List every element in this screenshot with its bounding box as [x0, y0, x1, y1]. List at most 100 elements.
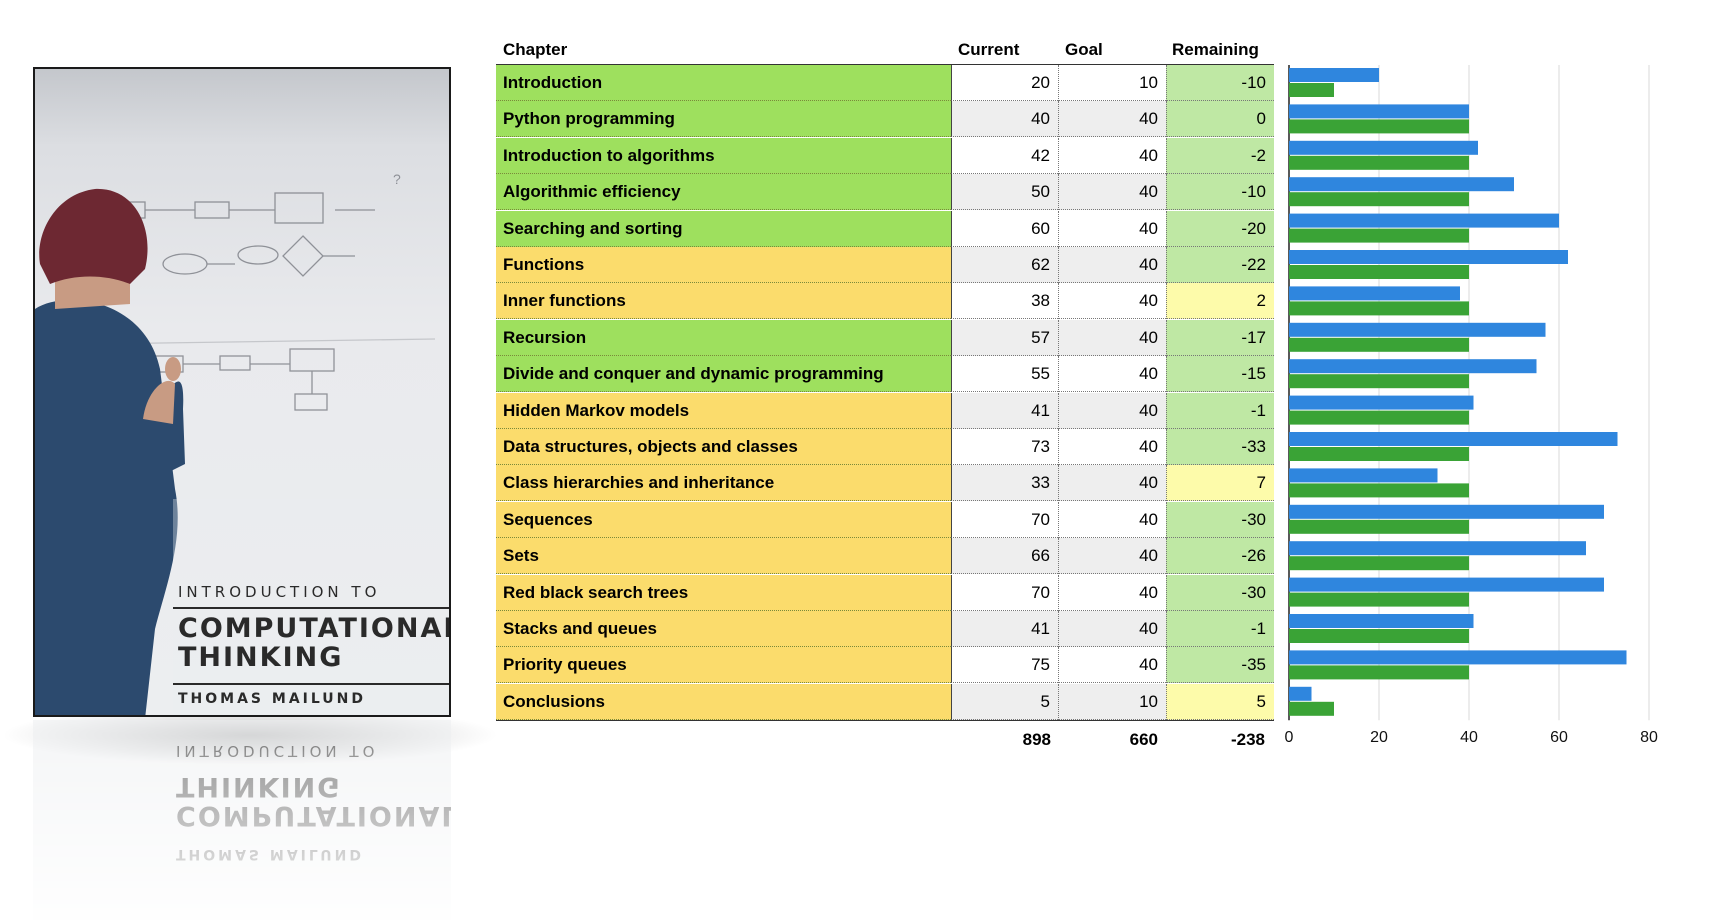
cover-title-line2: THINKING — [178, 642, 344, 673]
remaining-cell: 5 — [1166, 683, 1274, 720]
progress-bar-chart: 0 20 40 60 80 — [1285, 65, 1658, 746]
x-tick-label: 20 — [1370, 729, 1388, 746]
current-cell: 70 — [951, 501, 1058, 538]
cover-title-line1: COMPUTATIONAL — [178, 613, 451, 644]
current-cell: 20 — [951, 65, 1058, 101]
x-tick-label: 80 — [1640, 729, 1658, 746]
goal-cell: 40 — [1058, 283, 1166, 320]
remaining-cell: 0 — [1166, 101, 1274, 138]
chapter-cell: Conclusions — [496, 683, 951, 720]
table-row: Conclusions 5 10 5 — [496, 683, 1274, 720]
remaining-cell: -1 — [1166, 392, 1274, 429]
bar-goal — [1289, 337, 1469, 352]
bar-current — [1289, 286, 1460, 301]
table-row: Sequences 70 40 -30 — [496, 501, 1274, 538]
reflection-title: COMPUTATIONAL THINKING — [176, 771, 451, 831]
bar-current — [1289, 577, 1604, 592]
chapter-cell: Divide and conquer and dynamic programmi… — [496, 356, 951, 393]
goal-cell: 40 — [1058, 247, 1166, 283]
goal-cell: 40 — [1058, 210, 1166, 247]
remaining-cell: -35 — [1166, 647, 1274, 684]
remaining-cell: -30 — [1166, 574, 1274, 611]
bar-current — [1289, 140, 1478, 155]
bar-current — [1289, 395, 1474, 410]
book-cover: ? INTRODUCTION TO COMPUTATIONAL THINKING… — [33, 67, 451, 717]
chapter-cell: Introduction — [496, 65, 951, 101]
chapter-cell: Class hierarchies and inheritance — [496, 465, 951, 502]
current-cell: 50 — [951, 174, 1058, 211]
bar-current — [1289, 213, 1559, 228]
bar-goal — [1289, 629, 1469, 643]
remaining-cell: -10 — [1166, 174, 1274, 211]
current-cell: 70 — [951, 574, 1058, 611]
remaining-cell: -15 — [1166, 356, 1274, 393]
chapter-cell: Python programming — [496, 101, 951, 138]
total-goal: 660 — [1129, 730, 1158, 749]
remaining-cell: -22 — [1166, 247, 1274, 283]
current-cell: 41 — [951, 392, 1058, 429]
goal-cell: 10 — [1058, 683, 1166, 720]
table-row: Sets 66 40 -26 — [496, 538, 1274, 575]
bar-current — [1289, 650, 1627, 665]
remaining-cell: -1 — [1166, 611, 1274, 647]
reflection-title-line1: COMPUTATIONAL — [176, 800, 451, 831]
x-tick-label: 0 — [1285, 729, 1294, 746]
x-tick-label: 60 — [1550, 729, 1568, 746]
current-cell: 55 — [951, 356, 1058, 393]
bar-current — [1289, 541, 1586, 556]
goal-cell: 10 — [1058, 65, 1166, 101]
chapter-cell: Red black search trees — [496, 574, 951, 611]
remaining-cell: 7 — [1166, 465, 1274, 502]
remaining-cell: 2 — [1166, 283, 1274, 320]
bar-current — [1289, 614, 1474, 628]
bar-goal — [1289, 228, 1469, 243]
table-top-rule — [496, 64, 1274, 65]
goal-cell: 40 — [1058, 392, 1166, 429]
current-cell: 57 — [951, 319, 1058, 356]
bar-current — [1289, 322, 1546, 337]
chapter-cell: Functions — [496, 247, 951, 283]
svg-text:?: ? — [393, 171, 401, 187]
bar-current — [1289, 432, 1618, 446]
chapter-cell: Sets — [496, 538, 951, 575]
current-cell: 42 — [951, 137, 1058, 174]
goal-cell: 40 — [1058, 538, 1166, 575]
goal-cell: 40 — [1058, 137, 1166, 174]
current-cell: 40 — [951, 101, 1058, 138]
goal-cell: 40 — [1058, 501, 1166, 538]
bar-current — [1289, 468, 1438, 483]
table-row: Algorithmic efficiency 50 40 -10 — [496, 174, 1274, 211]
bar-goal — [1289, 592, 1469, 607]
bar-current — [1289, 686, 1312, 701]
remaining-cell: -17 — [1166, 319, 1274, 356]
remaining-cell: -26 — [1166, 538, 1274, 575]
current-cell: 41 — [951, 611, 1058, 647]
total-current: 898 — [1022, 730, 1051, 749]
bar-goal — [1289, 192, 1469, 207]
bar-current — [1289, 359, 1537, 374]
remaining-cell: -10 — [1166, 65, 1274, 101]
bar-goal — [1289, 374, 1469, 389]
chapter-cell: Data structures, objects and classes — [496, 429, 951, 465]
remaining-cell: -20 — [1166, 210, 1274, 247]
chapter-cell: Priority queues — [496, 647, 951, 684]
bar-goal — [1289, 519, 1469, 534]
current-cell: 62 — [951, 247, 1058, 283]
table-row: Priority queues 75 40 -35 — [496, 647, 1274, 684]
table-row: Python programming 40 40 0 — [496, 101, 1274, 138]
chapter-cell: Recursion — [496, 319, 951, 356]
current-cell: 75 — [951, 647, 1058, 684]
person-figure — [35, 188, 185, 715]
bar-goal — [1289, 155, 1469, 170]
cover-title: COMPUTATIONAL THINKING — [178, 613, 451, 673]
header-remaining: Remaining — [1172, 40, 1259, 59]
table-bottom-rule — [496, 720, 1274, 721]
chapter-cell: Hidden Markov models — [496, 392, 951, 429]
current-cell: 73 — [951, 429, 1058, 465]
header-goal: Goal — [1065, 40, 1103, 59]
chapter-cell: Searching and sorting — [496, 210, 951, 247]
goal-cell: 40 — [1058, 174, 1166, 211]
bar-current — [1289, 250, 1568, 264]
bar-goal — [1289, 83, 1334, 97]
table-row: Introduction to algorithms 42 40 -2 — [496, 137, 1274, 174]
